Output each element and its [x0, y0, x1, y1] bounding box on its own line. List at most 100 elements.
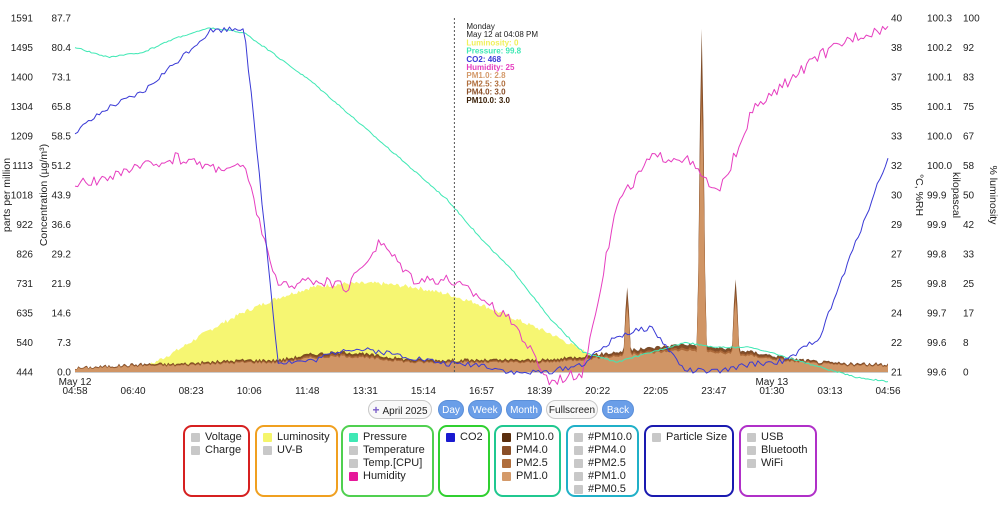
plus-icon: +: [372, 403, 380, 417]
x-axis-time-label: 22:05: [643, 386, 668, 397]
left-axis-1-tick-label: 1400: [11, 73, 34, 84]
left-axis-2-tick-label: 7.3: [57, 338, 71, 349]
x-axis-time-label: 20:22: [585, 386, 610, 397]
legend-item[interactable]: #PM1.0: [574, 470, 631, 483]
x-axis-time-label: 18:39: [527, 386, 552, 397]
legend-swatch: [263, 433, 272, 442]
legend-item[interactable]: Humidity: [349, 470, 426, 483]
tooltip-line: PM4.0: 3.0: [466, 88, 506, 97]
x-axis-time-label: 23:47: [701, 386, 726, 397]
left-axis-2-tick-label: 36.6: [52, 220, 72, 231]
legend-item[interactable]: Voltage: [191, 431, 242, 444]
fullscreen-button[interactable]: Fullscreen: [546, 400, 598, 419]
x-axis-time-label: 08:23: [179, 386, 204, 397]
legend-label: #PM1.0: [588, 470, 626, 482]
legend-label: CO2: [460, 431, 483, 443]
left-axis-1-tick-label: 731: [16, 279, 33, 290]
legend-item[interactable]: Bluetooth: [747, 444, 809, 457]
right-axis-3-tick-label: 42: [963, 220, 975, 231]
tooltip-line: Luminosity: 0: [466, 38, 519, 47]
right-axis-3-tick-label: 67: [963, 132, 975, 143]
legend-item[interactable]: USB: [747, 431, 809, 444]
legend-item[interactable]: PM1.0: [502, 470, 553, 483]
legend-label: PM4.0: [516, 444, 548, 456]
left-axis-1-tick-label: 1495: [11, 43, 34, 54]
legend-item[interactable]: UV-B: [263, 444, 330, 457]
tooltip-line: PM1.0: 2.8: [466, 71, 506, 80]
right-axis-2-tick-label: 99.6: [927, 338, 947, 349]
legend-item[interactable]: Temperature: [349, 444, 426, 457]
legend-item[interactable]: Temp.[CPU]: [349, 457, 426, 470]
right-axis-2-title: kilopascal: [950, 172, 962, 218]
legend-item[interactable]: Charge: [191, 444, 242, 457]
left-axis-2-tick-label: 87.7: [52, 14, 72, 25]
legend-label: Particle Size: [666, 431, 728, 443]
legend-label: #PM10.0: [588, 431, 633, 443]
left-axis-1-tick-label: 1018: [11, 191, 34, 202]
legend-item[interactable]: #PM0.5: [574, 483, 631, 496]
left-axis-2-tick-label: 0.0: [57, 368, 71, 379]
right-axis-3-tick-label: 8: [963, 338, 969, 349]
right-axis-3-tick-label: 33: [963, 250, 975, 261]
left-axis-2-tick-label: 14.6: [52, 309, 72, 320]
x-axis-date-label: May 13: [755, 377, 788, 388]
legend-label: PM10.0: [516, 431, 554, 443]
legend-group: #PM10.0 #PM4.0 #PM2.5 #PM1.0 #PM0.5: [566, 425, 639, 497]
legend-swatch: [574, 433, 583, 442]
legend-item[interactable]: #PM2.5: [574, 457, 631, 470]
legend-swatch: [191, 433, 200, 442]
legend-swatch: [747, 433, 756, 442]
legend-label: PM1.0: [516, 470, 548, 482]
right-axis-1-tick-label: 40: [891, 14, 903, 25]
left-axis-2-tick-label: 43.9: [52, 191, 72, 202]
legend-item[interactable]: #PM4.0: [574, 444, 631, 457]
left-axis-1-tick-label: 826: [16, 250, 33, 261]
x-axis-time-label: 11:48: [295, 386, 320, 397]
legend-item[interactable]: #PM10.0: [574, 431, 633, 444]
right-axis-3-title: % luminosity: [987, 166, 999, 226]
legend-item[interactable]: Particle Size: [652, 431, 728, 444]
legend-swatch: [747, 446, 756, 455]
right-axis-2-tick-label: 99.8: [927, 250, 947, 261]
tooltip-line: Pressure: 99.8: [466, 47, 521, 56]
month-button[interactable]: Month: [506, 400, 542, 419]
tooltip-line: PM2.5: 3.0: [466, 79, 506, 88]
right-axis-1-tick-label: 25: [891, 279, 903, 290]
right-axis-3-tick-label: 25: [963, 279, 975, 290]
back-button[interactable]: Back: [602, 400, 634, 419]
left-axis-1-tick-label: 1113: [12, 161, 33, 172]
legend-item[interactable]: Pressure: [349, 431, 426, 444]
left-axis-2-title: Concentration (µg/m³): [38, 144, 50, 246]
legend-item[interactable]: WiFi: [747, 457, 809, 470]
day-button[interactable]: Day: [438, 400, 464, 419]
right-axis-2-tick-label: 99.9: [927, 191, 947, 202]
week-button[interactable]: Week: [468, 400, 502, 419]
legend-swatch: [349, 433, 358, 442]
right-axis-2-tick-label: 100.0: [927, 161, 952, 172]
legend-group: Luminosity UV-B: [255, 425, 338, 497]
legend-item[interactable]: PM4.0: [502, 444, 553, 457]
x-axis-time-label: 06:40: [121, 386, 146, 397]
legend-item[interactable]: PM2.5: [502, 457, 553, 470]
legend-item[interactable]: PM10.0: [502, 431, 554, 444]
legend-swatch: [349, 472, 358, 481]
left-axis-1-tick-label: 1591: [11, 14, 34, 25]
period-picker-button[interactable]: + April 2025: [368, 400, 432, 419]
right-axis-1-tick-label: 38: [891, 43, 903, 54]
right-axis-3-tick-label: 100: [963, 14, 980, 25]
right-axis-1-tick-label: 24: [891, 309, 903, 320]
series-line-co2: [74, 26, 889, 375]
legend-swatch: [502, 433, 511, 442]
right-axis-3-tick-label: 0: [963, 368, 969, 379]
legend-group: Pressure Temperature Temp.[CPU] Humidity: [341, 425, 434, 497]
right-axis-2-tick-label: 100.0: [927, 132, 952, 143]
left-axis-1-tick-label: 444: [16, 368, 33, 379]
left-axis-1-tick-label: 1304: [11, 102, 34, 113]
legend-item[interactable]: CO2: [446, 431, 483, 444]
legend-group: USB Bluetooth WiFi: [739, 425, 817, 497]
right-axis-1-title: °C, %RH: [913, 174, 925, 216]
legend-group: PM10.0 PM4.0 PM2.5 PM1.0: [494, 425, 561, 497]
tooltip-line: Humidity: 25: [466, 63, 515, 72]
left-axis-2-tick-label: 58.5: [52, 132, 72, 143]
legend-item[interactable]: Luminosity: [263, 431, 330, 444]
